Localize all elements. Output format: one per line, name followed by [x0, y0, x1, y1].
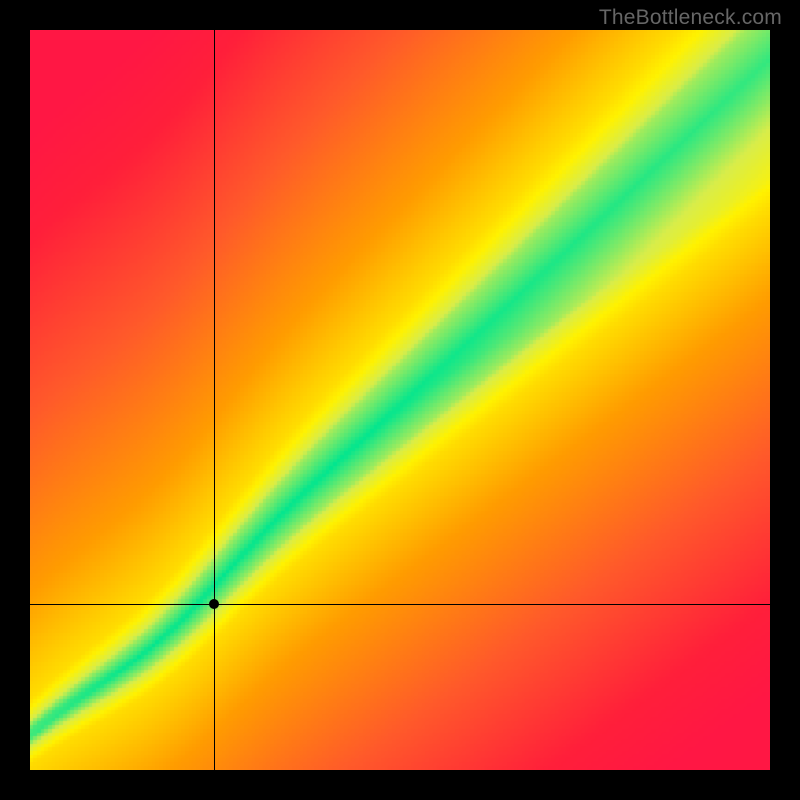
crosshair-marker: [209, 599, 219, 609]
heatmap-canvas: [30, 30, 770, 770]
chart-container: TheBottleneck.com: [0, 0, 800, 800]
watermark-text: TheBottleneck.com: [599, 6, 782, 30]
plot-area: [30, 30, 770, 770]
crosshair-vertical: [214, 30, 215, 770]
crosshair-horizontal: [30, 604, 770, 605]
